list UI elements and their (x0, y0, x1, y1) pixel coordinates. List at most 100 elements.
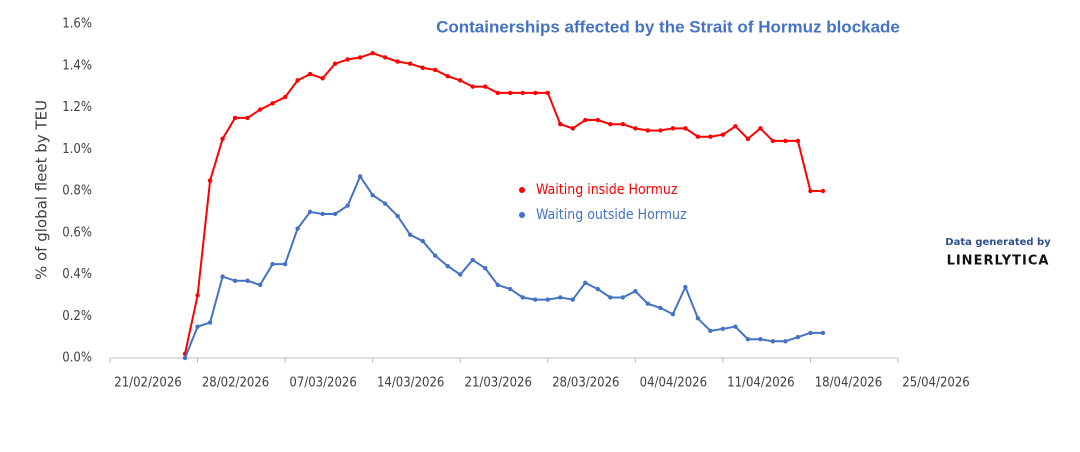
x-tick-label: 28/03/2026 (552, 376, 619, 391)
x-tick-label: 25/04/2026 (902, 376, 969, 391)
legend-marker (519, 187, 525, 193)
data-point (483, 266, 488, 271)
data-point (795, 334, 801, 340)
data-point (758, 337, 763, 342)
data-point (808, 330, 813, 336)
data-point (232, 115, 238, 121)
data-point (307, 209, 313, 215)
data-point (583, 280, 588, 286)
data-point (783, 339, 788, 344)
y-tick-label: 0.4% (62, 267, 92, 282)
data-point (708, 134, 713, 139)
data-point (645, 128, 651, 133)
y-axis-label: % of global fleet by TEU (33, 100, 51, 280)
data-point (583, 117, 588, 123)
data-point (357, 55, 363, 60)
data-point (733, 124, 738, 129)
data-point (508, 90, 513, 96)
data-point (695, 316, 701, 321)
data-point (220, 136, 225, 142)
data-point (483, 84, 488, 89)
data-point (207, 320, 213, 325)
data-point (508, 286, 513, 292)
data-point (808, 188, 813, 194)
y-tick-label: 0.8% (62, 184, 92, 199)
data-point (545, 297, 550, 302)
data-point (558, 122, 563, 127)
data-point (382, 55, 388, 60)
data-point (433, 253, 438, 258)
data-point (420, 65, 425, 71)
data-point (770, 138, 776, 144)
data-point (608, 122, 613, 127)
data-point (357, 174, 363, 179)
x-tick-label: 11/04/2026 (727, 376, 794, 391)
y-tick-label: 1.0% (62, 142, 92, 157)
data-point (207, 178, 213, 183)
attribution-brand: LINERLYTICA (947, 254, 1050, 269)
data-point (245, 115, 250, 121)
data-point (458, 78, 463, 83)
y-tick-label: 1.6% (62, 17, 92, 32)
data-point (295, 226, 300, 231)
y-tick-label: 0.6% (62, 225, 92, 240)
data-point (282, 94, 288, 100)
data-point (470, 84, 475, 89)
data-point (270, 101, 275, 106)
data-point (245, 278, 250, 283)
data-point (595, 117, 601, 123)
legend-marker (519, 212, 525, 218)
data-point (658, 128, 663, 133)
data-point (570, 297, 575, 302)
y-tick-label: 1.4% (62, 58, 92, 73)
data-point (820, 188, 826, 194)
data-point (620, 295, 626, 300)
data-point (745, 136, 751, 142)
x-tick-label: 21/02/2026 (114, 376, 181, 391)
data-point (458, 272, 463, 277)
data-point (195, 293, 200, 298)
x-tick-label: 18/04/2026 (815, 376, 882, 391)
data-point (770, 339, 776, 344)
legend-label: Waiting outside Hormuz (536, 207, 687, 223)
data-point (533, 297, 538, 302)
data-point (332, 61, 338, 66)
data-point (407, 232, 413, 238)
data-point (608, 295, 613, 300)
data-point (495, 282, 500, 288)
data-point (470, 257, 475, 263)
data-point (395, 59, 400, 64)
data-point (820, 330, 826, 336)
data-point (708, 328, 713, 334)
data-point (558, 295, 563, 300)
data-point (220, 274, 225, 279)
y-tick-label: 1.2% (62, 100, 92, 115)
data-point (733, 324, 738, 329)
data-point (182, 355, 188, 361)
data-point (720, 326, 726, 331)
x-tick-label: 04/04/2026 (640, 376, 707, 391)
data-point (495, 90, 500, 96)
x-tick-label: 21/03/2026 (465, 376, 532, 391)
y-tick-label: 0.2% (62, 309, 92, 324)
data-point (433, 67, 438, 73)
chart-title: Containerships affected by the Strait of… (436, 17, 900, 36)
data-point (232, 278, 238, 283)
x-tick-label: 28/02/2026 (202, 376, 269, 391)
data-point (270, 261, 275, 267)
data-point (658, 305, 663, 311)
data-point (445, 263, 450, 269)
data-point (533, 90, 538, 96)
data-point (545, 90, 550, 96)
data-point (670, 311, 676, 317)
data-point (370, 192, 375, 198)
data-point (633, 289, 638, 294)
data-point (720, 132, 726, 137)
series-line (184, 174, 823, 359)
x-tick-label: 14/03/2026 (377, 376, 444, 391)
data-point (382, 201, 388, 206)
data-point (683, 284, 688, 290)
data-point (320, 76, 325, 81)
data-point (420, 238, 425, 244)
